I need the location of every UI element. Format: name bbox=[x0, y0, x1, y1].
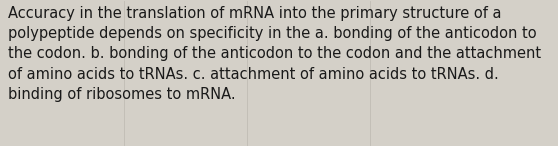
Text: Accuracy in the translation of mRNA into the primary structure of a polypeptide : Accuracy in the translation of mRNA into… bbox=[8, 6, 541, 102]
